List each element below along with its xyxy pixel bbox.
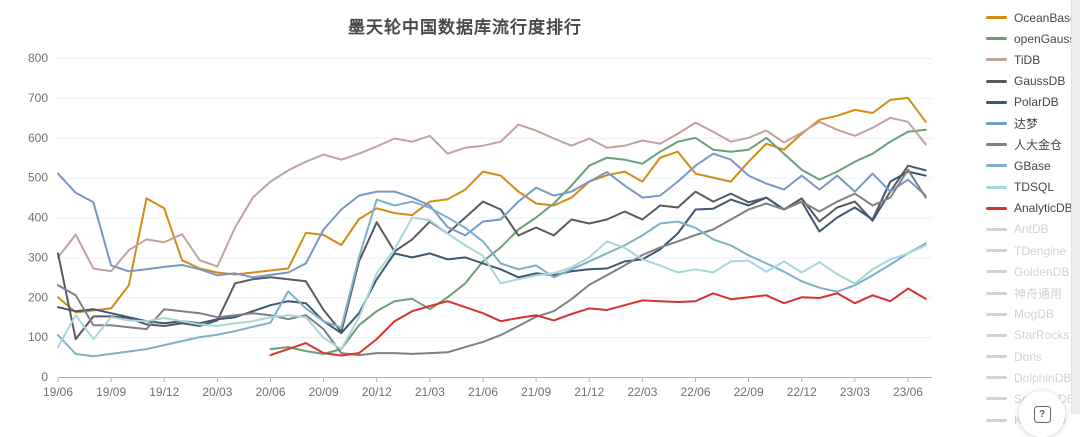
legend-item[interactable]: StarRocks <box>986 325 1078 346</box>
y-axis-label: 0 <box>41 370 48 384</box>
series-line <box>57 116 927 273</box>
y-axis-label: 700 <box>28 91 48 105</box>
legend-item[interactable]: DolphinDB <box>986 367 1078 388</box>
legend-swatch-line-icon <box>986 418 1007 422</box>
x-axis-label: 21/09 <box>521 385 551 399</box>
legend-item-label: 神舟通用 <box>1014 286 1063 301</box>
legend-swatch-line-icon <box>986 333 1007 337</box>
x-axis-label: 19/06 <box>43 385 73 399</box>
legend-item[interactable]: TDengine <box>986 240 1078 261</box>
legend-item-label: DolphinDB <box>1014 370 1072 385</box>
x-axis-label: 21/06 <box>468 385 498 399</box>
legend-item[interactable]: AnalyticDB <box>986 198 1078 219</box>
x-axis-label: 19/09 <box>96 385 126 399</box>
legend-item-label: TDengine <box>1014 243 1067 258</box>
legend-item-label: 达梦 <box>1014 117 1039 132</box>
legend-swatch-line-icon <box>986 397 1007 401</box>
help-button[interactable]: ? <box>1019 391 1065 437</box>
legend-swatch-line-icon <box>986 16 1007 20</box>
y-axis-label: 400 <box>28 211 48 225</box>
legend-swatch-line-icon <box>986 227 1007 231</box>
legend: OceanBase openGauss TiDB GaussDB PolarDB 达梦人大… <box>986 7 1078 431</box>
x-axis-label: 20/12 <box>362 385 392 399</box>
legend-item-label: TDSQL <box>1014 180 1055 195</box>
legend-item-label: MogDB <box>1014 307 1055 322</box>
legend-swatch-line-icon <box>986 122 1007 126</box>
x-axis-label: 22/03 <box>627 385 657 399</box>
legend-swatch-line-icon <box>986 100 1007 104</box>
legend-item[interactable]: 神舟通用 <box>986 282 1078 303</box>
x-axis-label: 19/12 <box>149 385 179 399</box>
legend-item[interactable]: PolarDB <box>986 92 1078 113</box>
x-axis-label: 20/09 <box>309 385 339 399</box>
legend-swatch-line-icon <box>986 79 1007 83</box>
legend-swatch-line-icon <box>986 312 1007 316</box>
legend-item-label: AnalyticDB <box>1014 201 1073 216</box>
legend-item[interactable]: AntDB <box>986 219 1078 240</box>
legend-item[interactable]: GBase <box>986 155 1078 176</box>
x-axis-label: 22/09 <box>734 385 764 399</box>
legend-item[interactable]: Doris <box>986 346 1078 367</box>
legend-swatch-line-icon <box>986 355 1007 359</box>
legend-item-label: GaussDB <box>1014 74 1066 89</box>
legend-item-label: AntDB <box>1014 222 1049 237</box>
series-line <box>269 128 927 355</box>
legend-item[interactable]: openGauss <box>986 28 1078 49</box>
legend-swatch-line-icon <box>986 37 1007 41</box>
x-axis-label: 23/03 <box>840 385 870 399</box>
legend-swatch-line-icon <box>986 185 1007 189</box>
y-axis-label: 100 <box>28 330 48 344</box>
legend-swatch-line-icon <box>986 249 1007 253</box>
series-line <box>57 198 927 358</box>
legend-item[interactable]: GaussDB <box>986 71 1078 92</box>
y-axis-label: 500 <box>28 171 48 185</box>
series-line <box>57 216 927 351</box>
legend-item[interactable]: GoldenDB <box>986 261 1078 282</box>
legend-swatch-line-icon <box>986 376 1007 380</box>
legend-item-label: StarRocks <box>1014 328 1070 343</box>
series-line <box>57 152 927 279</box>
question-help-icon: ? <box>1033 405 1051 423</box>
legend-swatch-line-icon <box>986 164 1007 168</box>
legend-swatch-line-icon <box>986 143 1007 147</box>
legend-item[interactable]: TDSQL <box>986 177 1078 198</box>
legend-item[interactable]: MogDB <box>986 304 1078 325</box>
legend-swatch-line-icon <box>986 291 1007 295</box>
x-axis-label: 20/06 <box>255 385 285 399</box>
legend-item[interactable]: 人大金仓 <box>986 134 1078 155</box>
legend-item-label: TiDB <box>1014 52 1041 67</box>
legend-item-label: 人大金仓 <box>1014 138 1063 153</box>
x-axis-label: 21/03 <box>415 385 445 399</box>
page-title: 墨天轮中国数据库流行度排行 <box>348 18 582 37</box>
legend-item[interactable]: TiDB <box>986 49 1078 70</box>
x-axis-label: 20/03 <box>202 385 232 399</box>
y-axis-label: 600 <box>28 131 48 145</box>
legend-item[interactable]: OceanBase <box>986 7 1078 28</box>
legend-item-label: OceanBase <box>1014 10 1077 25</box>
x-axis-label: 23/06 <box>893 385 923 399</box>
y-axis-label: 200 <box>28 290 48 304</box>
legend-swatch-line-icon <box>986 270 1007 274</box>
line-chart-canvas: 0 100 200 300 400 500 600 700 800 19/06 19/09 19/12… <box>28 51 932 399</box>
series-line <box>57 168 927 357</box>
legend-item-label: Doris <box>1014 349 1043 364</box>
legend-swatch-line-icon <box>986 206 1007 210</box>
x-axis-label: 22/06 <box>680 385 710 399</box>
series-line <box>57 96 927 314</box>
series-line <box>269 287 927 357</box>
legend-swatch-line-icon <box>986 58 1007 62</box>
page-scrollbar[interactable] <box>1071 0 1080 414</box>
x-axis-label: 22/12 <box>787 385 817 399</box>
legend-item[interactable]: 达梦 <box>986 113 1078 134</box>
x-axis-label: 21/12 <box>574 385 604 399</box>
legend-item-label: openGauss <box>1014 31 1076 46</box>
legend-item-label: GBase <box>1014 158 1051 173</box>
legend-item-label: PolarDB <box>1014 95 1059 110</box>
legend-item-label: GoldenDB <box>1014 264 1070 279</box>
y-axis-label: 800 <box>28 51 48 65</box>
y-axis-label: 300 <box>28 250 48 264</box>
